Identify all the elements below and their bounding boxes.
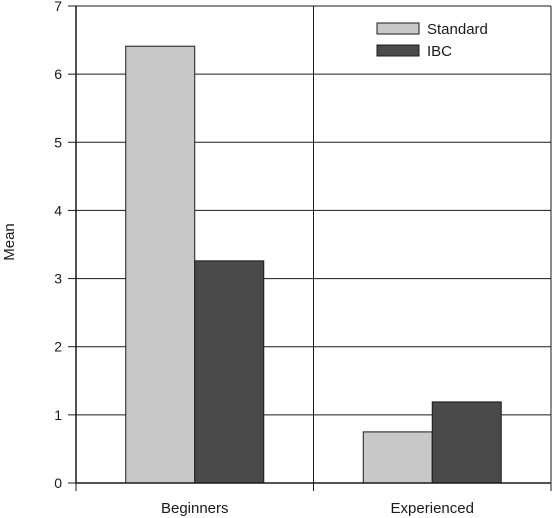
x-category-label: Beginners	[161, 500, 229, 517]
bar-standard-experienced	[362, 431, 433, 484]
y-tick-label: 7	[54, 0, 62, 14]
bar-standard-beginners	[125, 45, 196, 484]
bar-ibc-beginners	[194, 260, 265, 484]
legend: Standard IBC	[376, 21, 488, 60]
y-tick-label: 2	[54, 339, 62, 355]
legend-swatch-ibc	[376, 44, 420, 57]
bars	[125, 45, 502, 484]
y-tick-label: 0	[54, 475, 62, 491]
y-tick-label: 6	[54, 66, 62, 82]
x-category-labels: Beginners Experienced	[161, 500, 474, 517]
y-tick-label: 3	[54, 271, 62, 287]
bar-ibc-experienced	[431, 401, 502, 484]
y-axis-title: Mean	[1, 223, 18, 261]
legend-label-standard: Standard	[427, 21, 488, 38]
legend-label-ibc: IBC	[427, 43, 452, 60]
x-category-label: Experienced	[391, 500, 474, 517]
y-tick-labels: 0 1 2 3 4 5 6 7	[54, 0, 62, 491]
axes	[68, 5, 552, 491]
y-tick-label: 5	[54, 134, 62, 150]
y-tick-label: 1	[54, 407, 62, 423]
legend-swatch-standard	[376, 22, 420, 35]
y-tick-label: 4	[54, 202, 62, 218]
